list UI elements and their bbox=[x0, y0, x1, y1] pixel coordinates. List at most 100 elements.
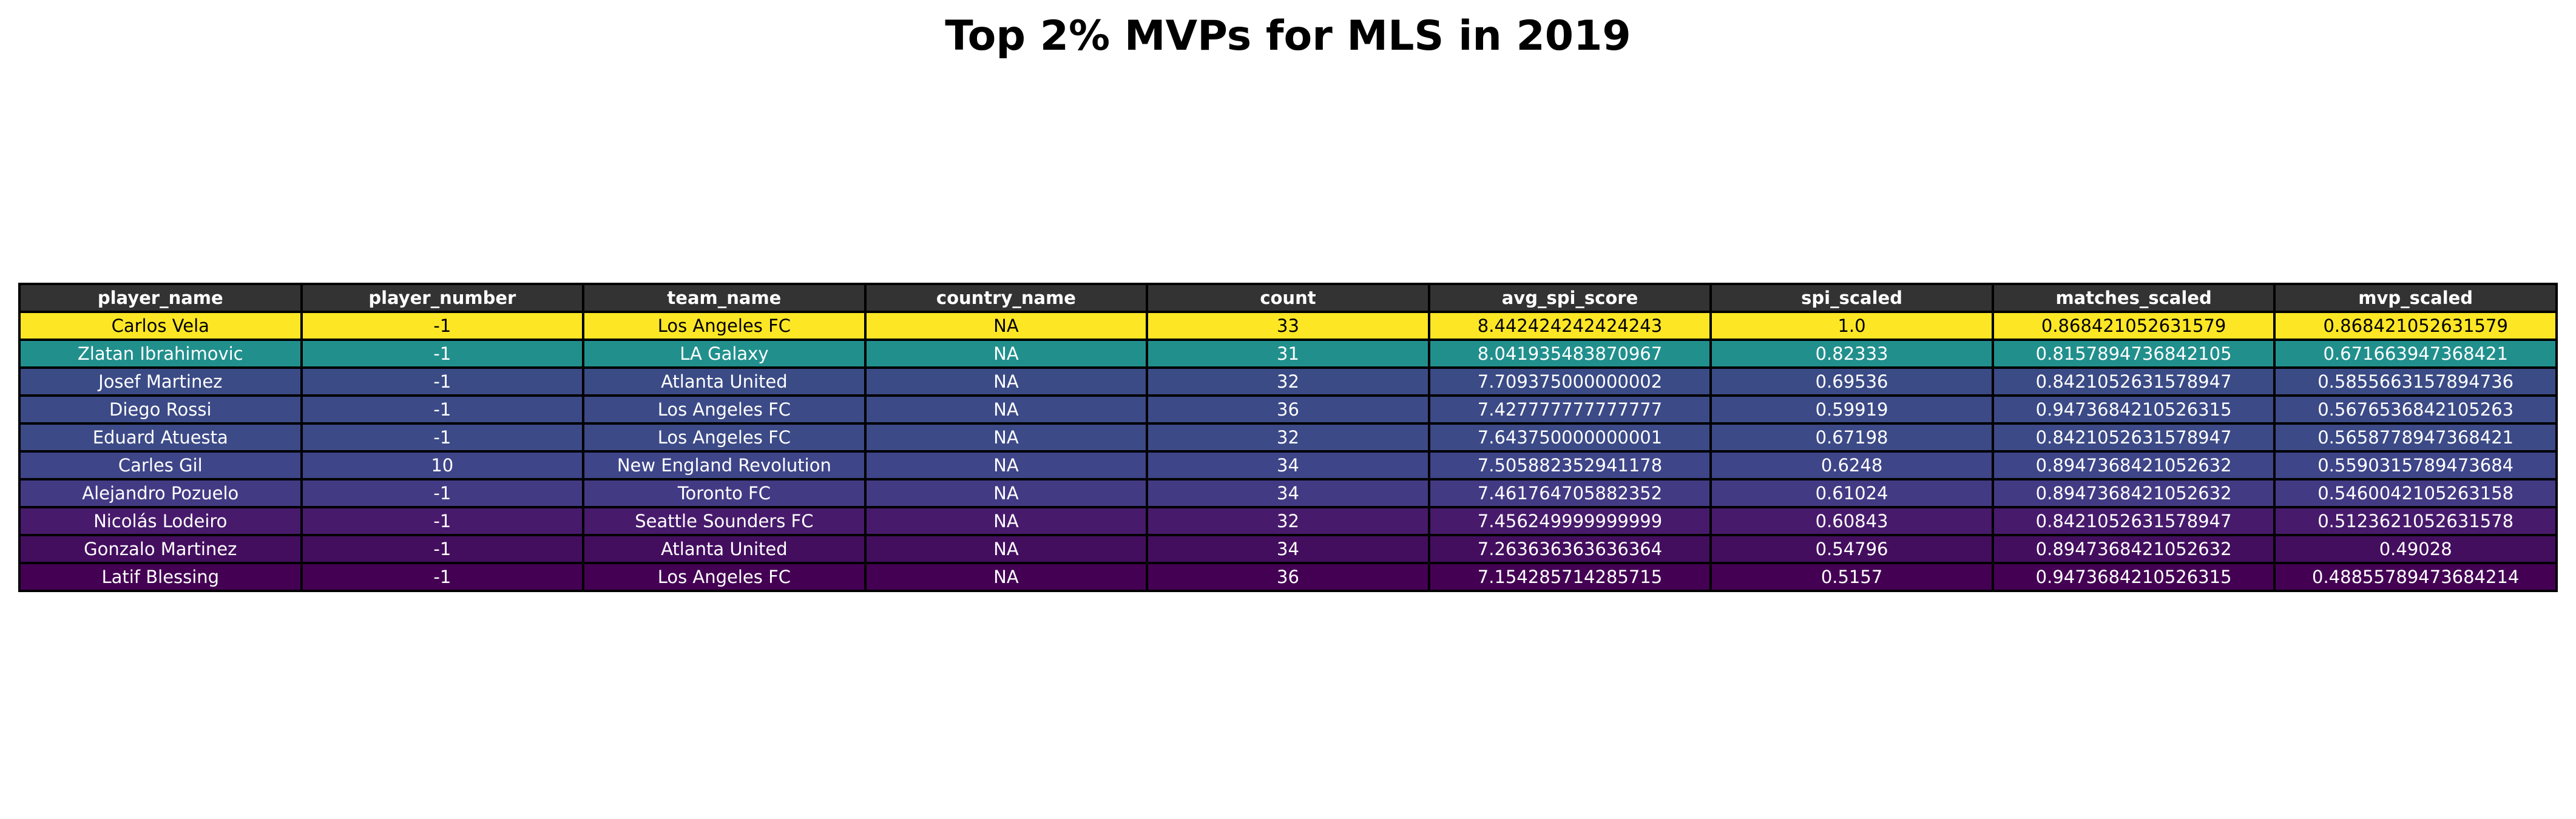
table-header-row: player_name player_number team_name country… bbox=[18, 283, 2558, 313]
cell-spi-scaled: 0.54796 bbox=[1709, 534, 1994, 564]
cell-player-name: Gonzalo Martinez bbox=[18, 534, 303, 564]
cell-player-number: -1 bbox=[300, 366, 585, 397]
cell-player-number: -1 bbox=[300, 534, 585, 564]
cell-country-name: NA bbox=[864, 478, 1149, 508]
cell-matches-scaled: 0.868421052631579 bbox=[1991, 311, 2276, 341]
cell-spi-scaled: 0.61024 bbox=[1709, 478, 1994, 508]
cell-avg-spi-score: 7.263636363636364 bbox=[1427, 534, 1712, 564]
cell-mvp-scaled: 0.5658778947368421 bbox=[2273, 422, 2558, 453]
cell-player-number: 10 bbox=[300, 450, 585, 480]
table-row: Gonzalo Martinez -1 Atlanta United NA 34 7.26… bbox=[18, 534, 2558, 564]
cell-mvp-scaled: 0.5460042105263158 bbox=[2273, 478, 2558, 508]
cell-count: 32 bbox=[1146, 366, 1430, 397]
table-row: Latif Blessing -1 Los Angeles FC NA 36 7.1542… bbox=[18, 562, 2558, 592]
cell-avg-spi-score: 7.461764705882352 bbox=[1427, 478, 1712, 508]
cell-team-name: Toronto FC bbox=[582, 478, 867, 508]
cell-spi-scaled: 0.69536 bbox=[1709, 366, 1994, 397]
column-header-count: count bbox=[1146, 283, 1430, 313]
cell-matches-scaled: 0.9473684210526315 bbox=[1991, 394, 2276, 425]
cell-country-name: NA bbox=[864, 450, 1149, 480]
cell-country-name: NA bbox=[864, 394, 1149, 425]
cell-spi-scaled: 0.5157 bbox=[1709, 562, 1994, 592]
column-header-country-name: country_name bbox=[864, 283, 1149, 313]
table-row: Nicolás Lodeiro -1 Seattle Sounders FC NA 32… bbox=[18, 506, 2558, 536]
cell-spi-scaled: 0.6248 bbox=[1709, 450, 1994, 480]
cell-team-name: Los Angeles FC bbox=[582, 394, 867, 425]
cell-count: 33 bbox=[1146, 311, 1430, 341]
cell-spi-scaled: 0.60843 bbox=[1709, 506, 1994, 536]
column-header-player-name: player_name bbox=[18, 283, 303, 313]
table-row: Diego Rossi -1 Los Angeles FC NA 36 7.4277777… bbox=[18, 394, 2558, 425]
mvp-table: player_name player_number team_name country… bbox=[18, 283, 2558, 592]
column-header-team-name: team_name bbox=[582, 283, 867, 313]
cell-mvp-scaled: 0.5590315789473684 bbox=[2273, 450, 2558, 480]
cell-country-name: NA bbox=[864, 311, 1149, 341]
cell-team-name: Los Angeles FC bbox=[582, 562, 867, 592]
table-row: Eduard Atuesta -1 Los Angeles FC NA 32 7.6437… bbox=[18, 422, 2558, 453]
column-header-spi-scaled: spi_scaled bbox=[1709, 283, 1994, 313]
cell-matches-scaled: 0.8157894736842105 bbox=[1991, 339, 2276, 369]
cell-count: 34 bbox=[1146, 478, 1430, 508]
cell-mvp-scaled: 0.5855663157894736 bbox=[2273, 366, 2558, 397]
table-row: Zlatan Ibrahimovic -1 LA Galaxy NA 31 8.04193… bbox=[18, 339, 2558, 369]
table-row: Alejandro Pozuelo -1 Toronto FC NA 34 7.46176… bbox=[18, 478, 2558, 508]
cell-mvp-scaled: 0.49028 bbox=[2273, 534, 2558, 564]
cell-count: 36 bbox=[1146, 394, 1430, 425]
cell-player-name: Zlatan Ibrahimovic bbox=[18, 339, 303, 369]
cell-country-name: NA bbox=[864, 562, 1149, 592]
cell-spi-scaled: 0.82333 bbox=[1709, 339, 1994, 369]
cell-mvp-scaled: 0.868421052631579 bbox=[2273, 311, 2558, 341]
cell-avg-spi-score: 7.643750000000001 bbox=[1427, 422, 1712, 453]
cell-team-name: New England Revolution bbox=[582, 450, 867, 480]
cell-avg-spi-score: 8.041935483870967 bbox=[1427, 339, 1712, 369]
cell-player-number: -1 bbox=[300, 478, 585, 508]
chart-title: Top 2% MVPs for MLS in 2019 bbox=[945, 12, 1631, 60]
cell-player-name: Diego Rossi bbox=[18, 394, 303, 425]
cell-count: 34 bbox=[1146, 450, 1430, 480]
cell-avg-spi-score: 7.427777777777777 bbox=[1427, 394, 1712, 425]
cell-count: 31 bbox=[1146, 339, 1430, 369]
cell-avg-spi-score: 7.154285714285715 bbox=[1427, 562, 1712, 592]
cell-team-name: Atlanta United bbox=[582, 366, 867, 397]
column-header-player-number: player_number bbox=[300, 283, 585, 313]
cell-matches-scaled: 0.9473684210526315 bbox=[1991, 562, 2276, 592]
cell-player-number: -1 bbox=[300, 339, 585, 369]
cell-mvp-scaled: 0.671663947368421 bbox=[2273, 339, 2558, 369]
cell-spi-scaled: 0.67198 bbox=[1709, 422, 1994, 453]
cell-spi-scaled: 1.0 bbox=[1709, 311, 1994, 341]
cell-count: 32 bbox=[1146, 422, 1430, 453]
cell-avg-spi-score: 7.505882352941178 bbox=[1427, 450, 1712, 480]
cell-matches-scaled: 0.8421052631578947 bbox=[1991, 422, 2276, 453]
cell-player-number: -1 bbox=[300, 422, 585, 453]
cell-count: 32 bbox=[1146, 506, 1430, 536]
cell-player-number: -1 bbox=[300, 394, 585, 425]
table-body: Carlos Vela -1 Los Angeles FC NA 33 8.4424242… bbox=[18, 311, 2558, 592]
cell-team-name: Los Angeles FC bbox=[582, 422, 867, 453]
cell-matches-scaled: 0.8421052631578947 bbox=[1991, 506, 2276, 536]
cell-team-name: Seattle Sounders FC bbox=[582, 506, 867, 536]
cell-matches-scaled: 0.8947368421052632 bbox=[1991, 534, 2276, 564]
cell-country-name: NA bbox=[864, 422, 1149, 453]
cell-player-number: -1 bbox=[300, 562, 585, 592]
cell-player-name: Carles Gil bbox=[18, 450, 303, 480]
cell-player-name: Alejandro Pozuelo bbox=[18, 478, 303, 508]
cell-mvp-scaled: 0.5123621052631578 bbox=[2273, 506, 2558, 536]
cell-player-number: -1 bbox=[300, 506, 585, 536]
cell-count: 34 bbox=[1146, 534, 1430, 564]
cell-avg-spi-score: 7.709375000000002 bbox=[1427, 366, 1712, 397]
table-row: Carlos Vela -1 Los Angeles FC NA 33 8.4424242… bbox=[18, 311, 2558, 341]
cell-country-name: NA bbox=[864, 506, 1149, 536]
cell-mvp-scaled: 0.48855789473684214 bbox=[2273, 562, 2558, 592]
column-header-matches-scaled: matches_scaled bbox=[1991, 283, 2276, 313]
cell-team-name: LA Galaxy bbox=[582, 339, 867, 369]
cell-matches-scaled: 0.8421052631578947 bbox=[1991, 366, 2276, 397]
cell-player-name: Carlos Vela bbox=[18, 311, 303, 341]
column-header-mvp-scaled: mvp_scaled bbox=[2273, 283, 2558, 313]
cell-team-name: Los Angeles FC bbox=[582, 311, 867, 341]
cell-spi-scaled: 0.59919 bbox=[1709, 394, 1994, 425]
cell-avg-spi-score: 8.442424242424243 bbox=[1427, 311, 1712, 341]
cell-country-name: NA bbox=[864, 366, 1149, 397]
cell-country-name: NA bbox=[864, 339, 1149, 369]
cell-matches-scaled: 0.8947368421052632 bbox=[1991, 450, 2276, 480]
cell-matches-scaled: 0.8947368421052632 bbox=[1991, 478, 2276, 508]
